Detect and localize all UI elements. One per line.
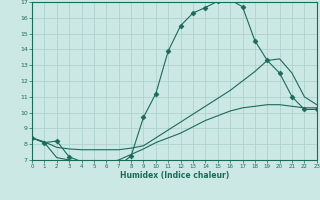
X-axis label: Humidex (Indice chaleur): Humidex (Indice chaleur) <box>120 171 229 180</box>
